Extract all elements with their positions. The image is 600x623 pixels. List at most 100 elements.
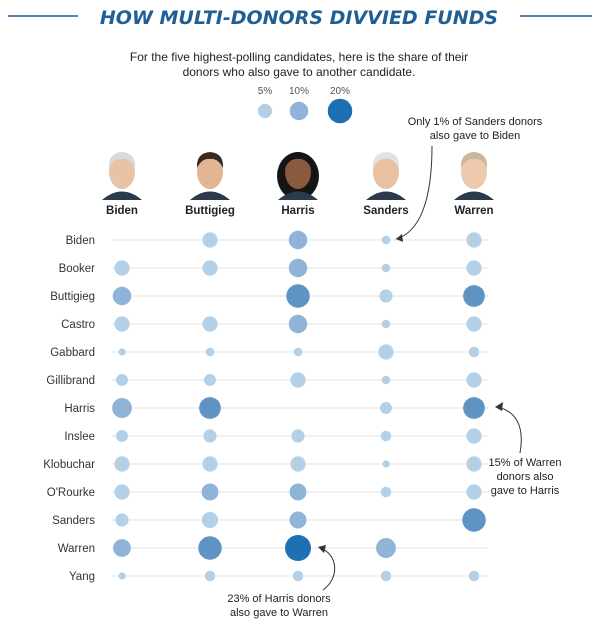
row-label-yang: Yang [69,571,95,583]
annotation-warren-line-2: donors also [497,471,554,483]
column-label-harris: Harris [281,205,314,217]
bubble-buttigieg-warren [463,285,485,307]
bubble-o-rourke-biden [114,484,130,500]
candidate-portraits [102,152,494,200]
portrait-warren [454,152,494,200]
legend-label-20: 20% [330,86,350,97]
bubble-inslee-sanders [380,430,392,442]
bubble-klobuchar-sanders [382,460,390,468]
bubble-sanders-buttigieg [201,511,219,529]
legend-label-5: 5% [258,86,273,97]
subtitle-line-2: donors who also gave to another candidat… [183,65,416,79]
annotation-sanders-line-2: also gave to Biden [430,130,521,142]
bubble-biden-buttigieg [202,232,218,248]
bubble-gillibrand-warren [466,372,482,388]
annotation-sanders: Only 1% of Sanders donors also gave to B… [395,116,543,242]
bubble-gillibrand-sanders [381,375,391,385]
bubble-sanders-harris [289,511,307,529]
annotation-harris-line-1: 23% of Harris donors [227,593,331,605]
bubble-gabbard-buttigieg [205,347,215,357]
bubble-gabbard-harris [293,347,303,357]
annotation-harris-line-2: also gave to Warren [230,607,328,619]
bubble-buttigieg-biden [112,286,132,306]
bubble-booker-warren [466,260,482,276]
row-label-booker: Booker [59,263,96,275]
annotation-sanders-line-1: Only 1% of Sanders donors [408,116,543,128]
row-label-castro: Castro [61,319,95,331]
bubble-inslee-harris [291,429,305,443]
legend: 5% 10% 20% [257,86,353,124]
bubble-yang-buttigieg [204,570,216,582]
bubble-castro-warren [466,316,482,332]
row-label-biden: Biden [66,235,95,247]
bubble-harris-biden [112,398,132,418]
bubble-biden-harris [288,230,308,250]
bubble-inslee-warren [466,428,482,444]
bubble-biden-warren [466,232,482,248]
annotation-warren-arrow [495,406,522,454]
bubble-booker-sanders [381,263,391,273]
portrait-buttigieg [190,152,230,200]
bubble-inslee-biden [116,430,128,442]
column-label-biden: Biden [106,205,138,217]
bubble-gillibrand-harris [290,372,306,388]
bubble-booker-biden [114,260,130,276]
bubble-o-rourke-buttigieg [201,483,219,501]
bubble-yang-biden [118,572,126,580]
bubble-klobuchar-biden [114,456,130,472]
bubble-gabbard-sanders [378,344,394,360]
bubble-gabbard-biden [118,348,126,356]
annotation-harris: 23% of Harris donors also gave to Warren [227,545,336,619]
bubble-warren-biden [113,539,131,557]
chart-title: HOW MULTI-DONORS DIVVIED FUNDS [100,7,498,29]
portrait-sanders [366,152,406,200]
annotation-sanders-arrow [395,145,433,240]
annotation-warren-line-3: gave to Harris [491,485,560,497]
bubble-inslee-buttigieg [203,429,217,443]
row-label-gabbard: Gabbard [50,347,95,359]
row-label-o-rourke: O'Rourke [47,487,95,499]
bubble-castro-harris [288,314,308,334]
bubble-yang-sanders [380,570,392,582]
bubble-o-rourke-warren [466,484,482,500]
bubble-gillibrand-buttigieg [204,374,216,386]
bubble-harris-warren [463,397,485,419]
column-label-warren: Warren [454,205,493,217]
row-label-klobuchar: Klobuchar [43,459,95,471]
bubble-klobuchar-buttigieg [202,456,218,472]
annotation-harris-arrowhead [318,545,326,553]
bubble-klobuchar-harris [290,456,306,472]
bubble-klobuchar-warren [466,456,482,472]
bubble-castro-buttigieg [202,316,218,332]
bubble-buttigieg-sanders [379,289,393,303]
row-label-warren: Warren [58,543,95,555]
row-label-harris: Harris [64,403,95,415]
annotation-warren: 15% of Warren donors also gave to Harris [489,402,562,497]
annotation-harris-arrow [319,547,336,591]
portrait-harris [277,152,319,200]
bubble-warren-harris [285,535,311,561]
bubble-gillibrand-biden [116,374,128,386]
row-label-buttigieg: Buttigieg [50,291,95,303]
legend-dot-5 [257,103,273,119]
bubble-o-rourke-harris [289,483,307,501]
bubble-o-rourke-sanders [380,486,392,498]
bubble-sanders-biden [115,513,129,527]
portrait-biden [102,152,142,200]
annotation-warren-line-1: 15% of Warren [489,457,562,469]
legend-dot-20 [327,98,353,124]
column-label-sanders: Sanders [363,205,408,217]
column-label-buttigieg: Buttigieg [185,205,235,217]
bubble-gabbard-warren [468,346,480,358]
bubble-castro-sanders [381,319,391,329]
bubble-sanders-warren [462,508,486,532]
bubble-buttigieg-harris [286,284,310,308]
subtitle-line-1: For the five highest-polling candidates,… [130,50,468,64]
bubble-harris-sanders [380,402,392,414]
row-label-inslee: Inslee [64,431,95,443]
bubble-warren-buttigieg [198,536,222,560]
bubble-booker-buttigieg [202,260,218,276]
bubble-yang-warren [468,570,480,582]
legend-label-10: 10% [289,86,309,97]
row-label-gillibrand: Gillibrand [46,375,95,387]
